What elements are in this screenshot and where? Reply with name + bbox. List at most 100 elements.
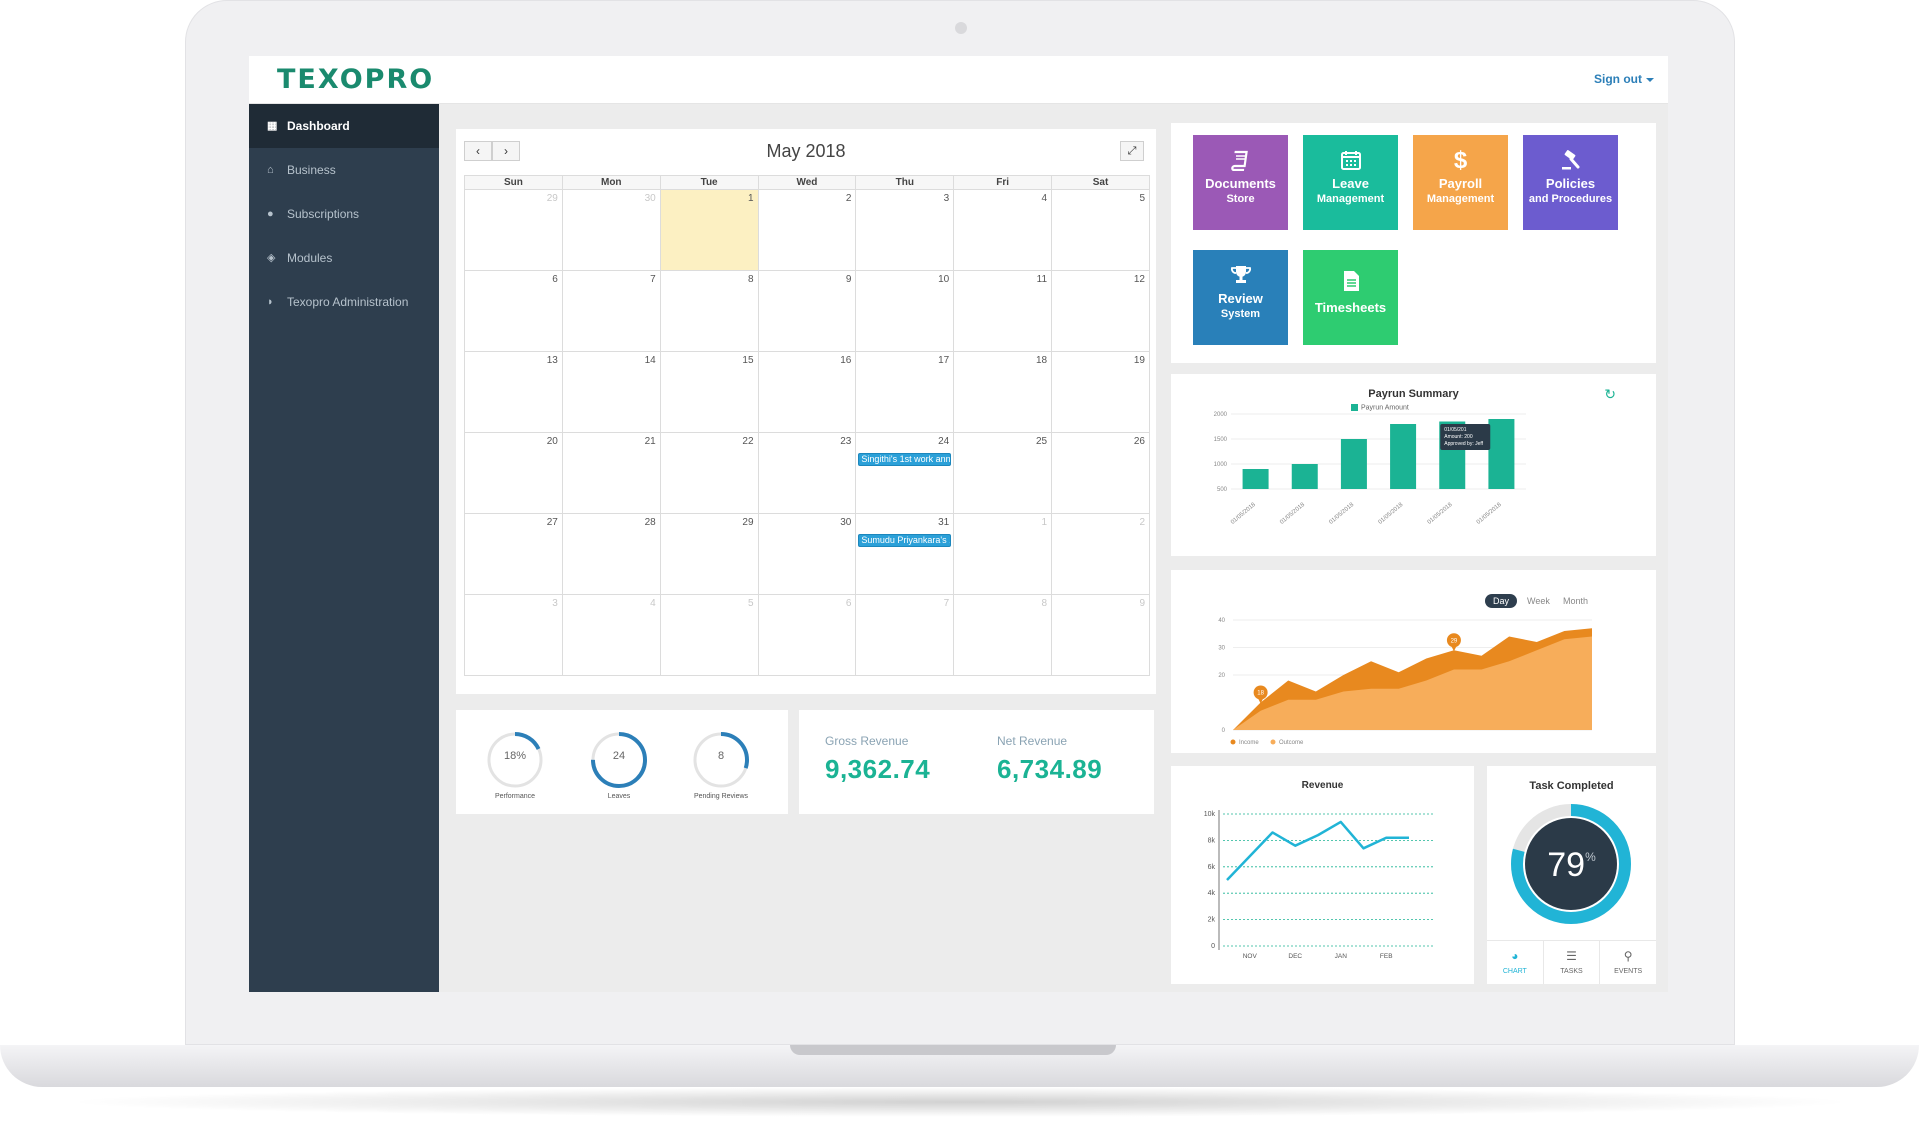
calendar-day-cell[interactable]: 27 [464,513,563,595]
laptop-shadow [60,1087,1860,1117]
pie-chart-icon: ◕ [1511,949,1519,963]
calendar-day-cell[interactable]: 12 [1051,270,1150,352]
calendar-day-cell[interactable]: 5 [659,594,759,676]
calendar-day-cell[interactable]: 18 [953,351,1053,433]
leave-management-tile[interactable]: Leave Management [1303,135,1398,230]
prev-month-button[interactable]: ‹ [464,141,492,161]
calendar-day-cell[interactable]: 4 [561,594,661,676]
payrun-bar-chart: 2000 1500 1000 500 01/05/2018 01/05/2018 01/05… [1214,412,1526,526]
timesheets-tile[interactable]: Timesheets [1303,250,1398,345]
calendar-day-cell[interactable]: 21 [561,432,661,514]
calendar-day-cell[interactable]: 7 [561,270,661,352]
calendar-event[interactable]: Sumudu Priyankara's 1 [858,534,952,547]
camera [955,22,967,34]
task-percent-value: 79 [1547,846,1586,884]
calendar-day-cell[interactable]: 4 [953,189,1053,271]
calendar-day-cell[interactable]: 3 [855,189,955,271]
calendar-event[interactable]: Singithi's 1st work anni [858,453,952,466]
net-revenue: Net Revenue 6,734.89 [997,734,1102,785]
calendar-day-cell[interactable]: 31 Sumudu Priyankara's 1 [855,513,955,595]
day-number: 23 [840,436,852,447]
leaves-dial: 24 Leaves [584,730,654,800]
refresh-icon[interactable]: ↻ [1604,386,1616,402]
sidebar-item-modules[interactable]: ◈ Modules [249,236,439,280]
calendar-week-row: 20 21 22 23 24 Singithi's 1st work anni 25 26 [464,432,1150,514]
calendar-day-cell[interactable]: 19 [1051,351,1150,433]
sidebar-item-dashboard[interactable]: ▦ Dashboard [249,104,439,148]
sidebar-item-subscriptions[interactable]: ● Subscriptions [249,192,439,236]
weekday-header: Wed [757,175,857,190]
income-outcome-panel: Day Week Month 40 30 20 0 18 29 Income Outcome [1171,570,1656,753]
calendar-day-cell[interactable]: 8 [659,270,759,352]
calendar-day-cell[interactable]: 16 [757,351,857,433]
review-system-tile[interactable]: Review System [1193,250,1288,345]
tab-events[interactable]: ⚲ EVENTS [1600,941,1656,984]
app-logo[interactable]: TEXOPRO [277,64,435,95]
caret-down-icon [1646,77,1654,82]
calendar-day-cell[interactable]: 28 [561,513,661,595]
tile-title: Review [1218,291,1263,306]
calendar-day-cell[interactable]: 1 [659,189,759,271]
sign-out-menu[interactable]: Sign out [1594,72,1654,86]
chart-title: Payrun Summary [1368,388,1459,400]
revenue-summary-panel: Gross Revenue 9,362.74 Net Revenue 6,734… [799,710,1154,814]
payroll-management-tile[interactable]: $ Payroll Management [1413,135,1508,230]
policies-procedures-tile[interactable]: Policies and Procedures [1523,135,1618,230]
calendar-day-cell[interactable]: 9 [757,270,857,352]
calendar-panel: ‹ › May 2018 ⤢ Sun Mon Tue Wed Thu Fri Sat 29 3… [456,129,1156,694]
task-tabs: ◕ CHART ☰ TASKS ⚲ EVENTS [1487,940,1656,984]
calendar-day-cell[interactable]: 1 [953,513,1053,595]
sidebar-item-texopro-administration[interactable]: ◗ Texopro Administration [249,280,439,324]
expand-button[interactable]: ⤢ [1120,141,1144,161]
calendar-day-cell[interactable]: 5 [1051,189,1150,271]
calendar-day-cell[interactable]: 29 [659,513,759,595]
documents-store-tile[interactable]: Documents Store [1193,135,1288,230]
calendar-day-cell[interactable]: 3 [464,594,563,676]
calendar-day-cell[interactable]: 30 [757,513,857,595]
calendar-day-cell[interactable]: 20 [464,432,563,514]
tooltip-line: Approved by: Jeff [1444,441,1483,447]
calendar-day-cell[interactable]: 25 [953,432,1053,514]
calendar-day-cell[interactable]: 29 [464,189,563,271]
calendar-day-cell[interactable]: 6 [464,270,563,352]
calendar-day-cell[interactable]: 8 [953,594,1053,676]
book-icon [1193,149,1288,173]
weekday-header: Sat [1051,175,1150,190]
sidebar-item-business[interactable]: ⌂ Business [249,148,439,192]
calendar-day-cell[interactable]: 15 [659,351,759,433]
day-number: 3 [943,193,950,204]
calendar-day-cell[interactable]: 30 [561,189,661,271]
day-number: 5 [1139,193,1145,204]
area-series [1233,636,1592,730]
calendar-day-cell[interactable]: 2 [757,189,857,271]
cube-icon: ◈ [267,252,276,264]
calendar-day-cell[interactable]: 13 [464,351,563,433]
tab-tasks[interactable]: ☰ TASKS [1544,941,1601,984]
calendar-day-cell[interactable]: 17 [855,351,955,433]
calendar-day-cell[interactable]: 14 [561,351,661,433]
tab-chart[interactable]: ◕ CHART [1487,941,1544,984]
day-number: 30 [840,517,852,528]
day-number: 25 [1035,436,1048,447]
calendar-day-cell[interactable]: 10 [855,270,955,352]
segment-month[interactable]: Month [1563,596,1589,606]
segment-week[interactable]: Week [1527,596,1550,606]
calendar-day-cell[interactable]: 2 [1051,513,1150,595]
calendar-day-cell[interactable]: 6 [757,594,857,676]
task-progress-ring [1511,804,1631,924]
task-percent: 79% [1487,846,1656,885]
bank-icon: ⌂ [267,164,274,176]
calendar-day-cell[interactable]: 23 [757,432,857,514]
bar [1390,424,1417,489]
calendar-day-cell[interactable]: 24 Singithi's 1st work anni [855,432,955,514]
next-month-button[interactable]: › [492,141,520,161]
calendar-day-cell[interactable]: 9 [1051,594,1150,676]
calendar-day-cell[interactable]: 26 [1051,432,1150,514]
segment-day[interactable]: Day [1485,594,1518,608]
y-tick-label: 6k [1208,864,1216,871]
day-number: 13 [546,355,558,366]
calendar-day-cell[interactable]: 22 [659,432,759,514]
calendar-day-cell[interactable]: 11 [953,270,1053,352]
bar [1291,464,1318,489]
calendar-day-cell[interactable]: 7 [855,594,955,676]
